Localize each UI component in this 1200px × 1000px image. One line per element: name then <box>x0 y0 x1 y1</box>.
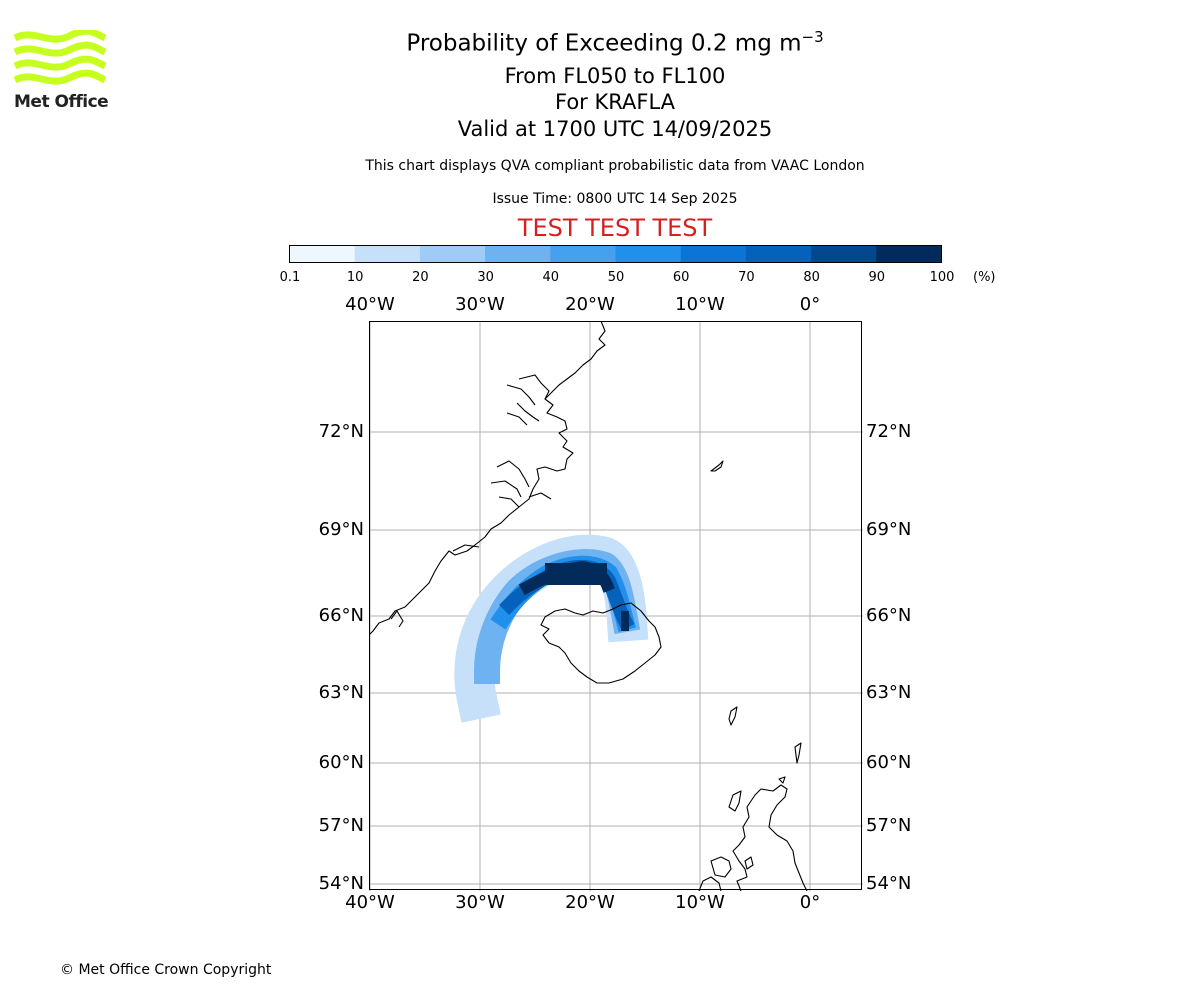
latitude-label: 66°N <box>318 605 364 626</box>
colorbar-tick-label: 50 <box>607 270 625 285</box>
latitude-label: 72°N <box>866 421 912 442</box>
iceland-coastline <box>540 602 662 684</box>
valid-time: Valid at 1700 UTC 14/09/2025 <box>457 117 773 141</box>
latitude-label: 54°N <box>866 873 912 894</box>
colorbar-tick-label: 90 <box>868 270 886 285</box>
islay <box>744 856 754 870</box>
met-office-waves-logo <box>14 30 106 85</box>
latitude-label: 60°N <box>318 752 364 773</box>
issue-time: Issue Time: 0800 UTC 14 Sep 2025 <box>492 191 738 207</box>
longitude-label: 40°W <box>345 294 395 315</box>
colorbar-tick-label: 20 <box>412 270 429 285</box>
colorbar-swatch <box>615 245 682 263</box>
ash-probability-plume <box>454 534 649 723</box>
colorbar-swatch <box>811 245 877 263</box>
colorbar-swatch <box>550 245 616 263</box>
colorbar-swatch <box>876 245 942 263</box>
orkney-islands <box>778 776 786 784</box>
colorbar-tick-label: 0.1 <box>279 270 301 285</box>
greenland-fjord-5 <box>496 460 530 488</box>
colorbar-tick-label: 70 <box>738 270 755 285</box>
latitude-label: 63°N <box>866 682 912 703</box>
latitude-label: 54°N <box>318 873 364 894</box>
longitude-label: 40°W <box>345 892 395 913</box>
greenland-fjord-10 <box>390 610 404 628</box>
map-panel <box>369 321 863 891</box>
logo-text: Met Office <box>14 92 109 112</box>
flight-levels: From FL050 to FL100 <box>504 64 726 88</box>
volcano-name: For KRAFLA <box>555 90 675 114</box>
latitude-label: 63°N <box>318 682 364 703</box>
greenland-fjord-7 <box>498 496 520 508</box>
title-text: Probability of Exceeding 0.2 mg m <box>406 30 802 57</box>
ireland-north <box>698 876 722 891</box>
greenland-coastline <box>369 321 606 636</box>
test-banner: TEST TEST TEST <box>517 214 713 242</box>
longitude-label: 0° <box>799 294 821 315</box>
colorbar-tick-label: 10 <box>346 270 364 285</box>
longitude-label: 20°W <box>565 294 615 315</box>
colorbar-swatch <box>745 245 812 263</box>
jan-mayen <box>710 460 724 472</box>
latitude-label: 57°N <box>318 815 364 836</box>
northern-ireland <box>710 856 732 878</box>
title-superscript: −3 <box>801 28 824 46</box>
greenland-fjord-6 <box>490 480 522 498</box>
latitude-label: 57°N <box>866 815 912 836</box>
greenland-fjord-1 <box>518 374 550 400</box>
colorbar <box>289 245 942 263</box>
longitude-label: 20°W <box>565 892 615 913</box>
volcano-source-cell <box>621 611 629 631</box>
latitude-label: 69°N <box>866 519 912 540</box>
latitude-label: 60°N <box>866 752 912 773</box>
scotland-coastline <box>732 784 808 891</box>
longitude-label: 10°W <box>675 294 725 315</box>
latitude-label: 66°N <box>866 605 912 626</box>
colorbar-tick-label: 80 <box>803 270 820 285</box>
greenland-fjord-3 <box>516 402 540 422</box>
latitude-label: 72°N <box>318 421 364 442</box>
met-office-logo: Met Office <box>14 30 114 114</box>
colorbar-tick-label: 30 <box>477 270 494 285</box>
data-note: This chart displays QVA compliant probab… <box>365 158 865 174</box>
colorbar-swatch <box>419 245 486 263</box>
longitude-label: 0° <box>799 892 821 913</box>
colorbar-swatch <box>680 245 747 263</box>
plume-core <box>545 563 607 585</box>
longitude-label: 10°W <box>675 892 725 913</box>
greenland-fjord-9 <box>452 544 480 552</box>
chart-title: Probability of Exceeding 0.2 mg m−3 <box>0 28 1200 57</box>
colorbar-tick-label: 40 <box>542 270 560 285</box>
longitude-label: 30°W <box>455 892 505 913</box>
colorbar-swatch <box>354 245 421 263</box>
faroe-islands <box>728 706 738 726</box>
colorbar-swatch <box>289 245 356 263</box>
shetland-islands <box>794 742 802 764</box>
colorbar-swatch <box>485 245 551 263</box>
greenland-fjord-2 <box>506 384 536 406</box>
latitude-label: 69°N <box>318 519 364 540</box>
hebrides <box>728 790 742 812</box>
greenland-fjord-4 <box>506 412 528 426</box>
copyright: © Met Office Crown Copyright <box>60 962 272 978</box>
colorbar-tick-label: 100 <box>929 270 955 285</box>
colorbar-unit: (%) <box>973 270 996 285</box>
greenland-fjord-8 <box>528 492 552 500</box>
colorbar-tick-label: 60 <box>672 270 690 285</box>
longitude-label: 30°W <box>455 294 505 315</box>
